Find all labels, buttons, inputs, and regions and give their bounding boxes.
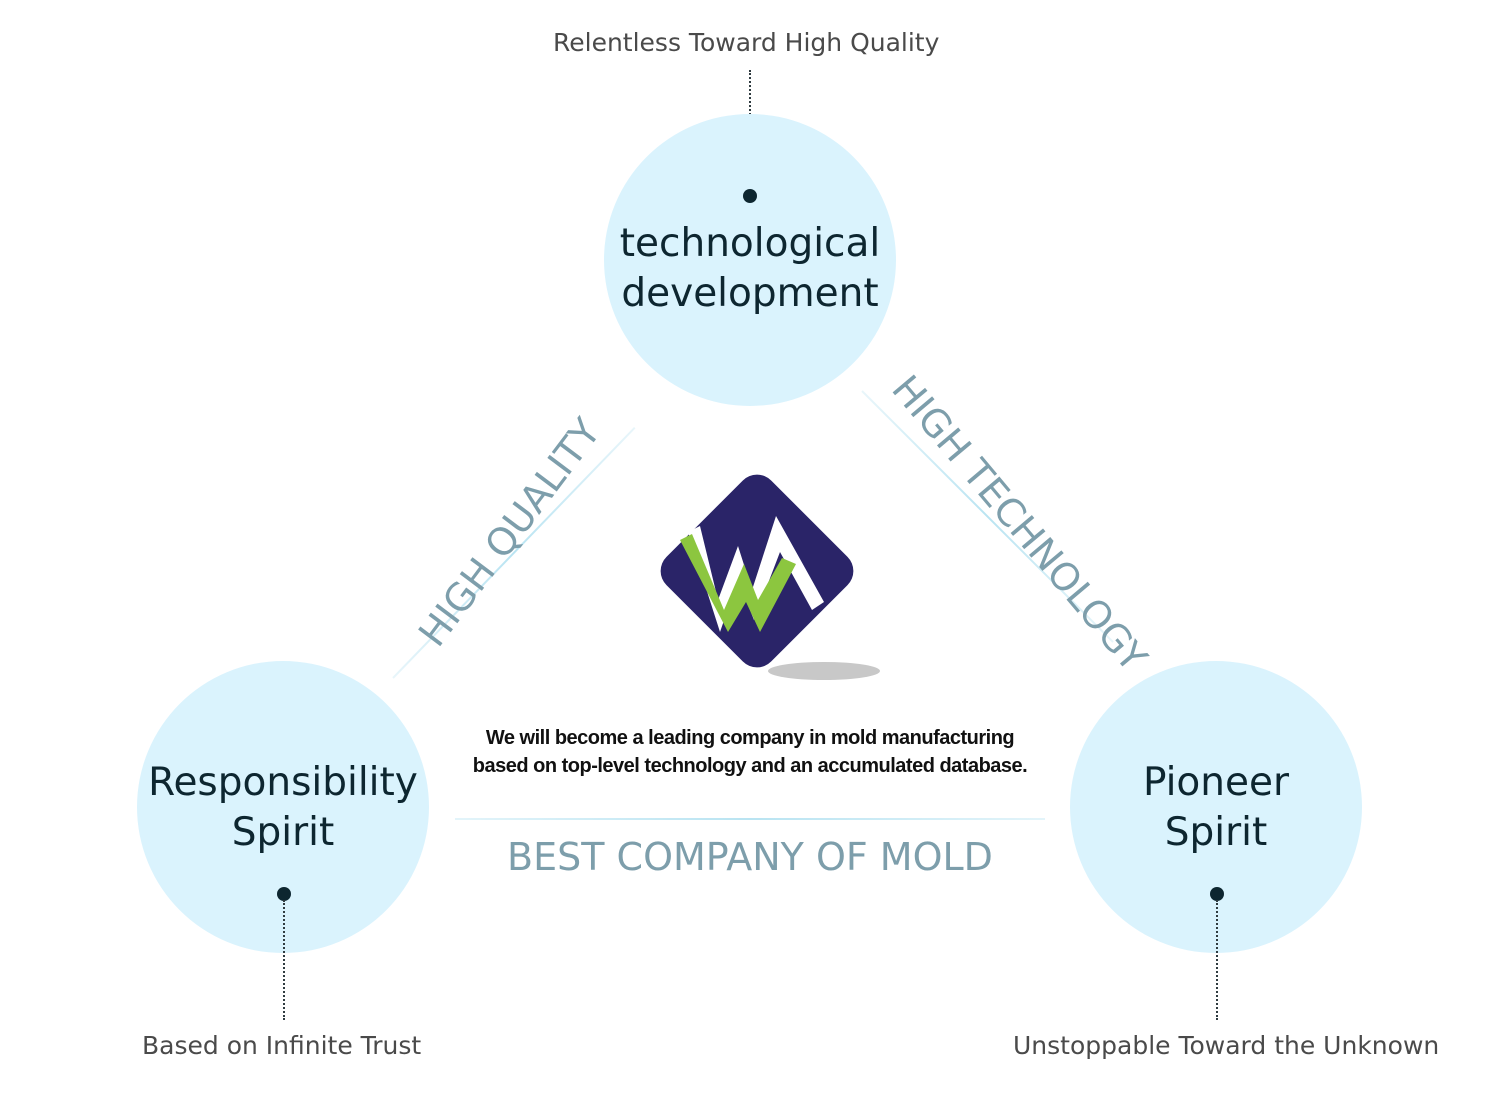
right-caption: Unstoppable Toward the Unknown: [1013, 1031, 1440, 1060]
top-dot: [743, 189, 757, 203]
high-technology-label: HIGH TECHNOLOGY: [883, 367, 1156, 680]
tagline: BEST COMPANY OF MOLD: [507, 835, 993, 879]
bottom-divider: [455, 818, 1045, 820]
responsibility-spirit-circle: Responsibility Spirit: [137, 661, 429, 953]
right-connector: [1216, 900, 1218, 1020]
logo-white-m: [688, 516, 824, 632]
mission-line2: based on top-level technology and an acc…: [472, 755, 1028, 777]
high-quality-label: HIGH QUALITY: [410, 410, 610, 655]
logo-diamond: [660, 474, 854, 668]
responsibility-spirit-label: Responsibility Spirit: [137, 758, 429, 858]
right-label-line1: Pioneer: [1142, 760, 1290, 805]
left-label-line2: Spirit: [231, 810, 335, 855]
top-label-line1: technological: [619, 221, 881, 266]
left-connector: [283, 900, 285, 1020]
logo-green-w: [680, 534, 796, 632]
right-dot: [1210, 887, 1224, 901]
top-label-line2: development: [621, 271, 879, 316]
technological-development-label: technological development: [604, 219, 896, 319]
top-caption: Relentless Toward High Quality: [553, 28, 940, 57]
left-dot: [277, 887, 291, 901]
pioneer-spirit-label: Pioneer Spirit: [1070, 758, 1362, 858]
left-caption: Based on Infinite Trust: [142, 1031, 422, 1060]
mission-line1: We will become a leading company in mold…: [485, 727, 1015, 749]
company-logo: [660, 474, 880, 680]
logo-shadow: [768, 662, 880, 680]
right-label-line2: Spirit: [1164, 810, 1268, 855]
technological-development-circle: technological development: [604, 114, 896, 406]
left-label-line1: Responsibility: [148, 760, 418, 805]
mission-statement: We will become a leading company in mold…: [420, 724, 1080, 780]
